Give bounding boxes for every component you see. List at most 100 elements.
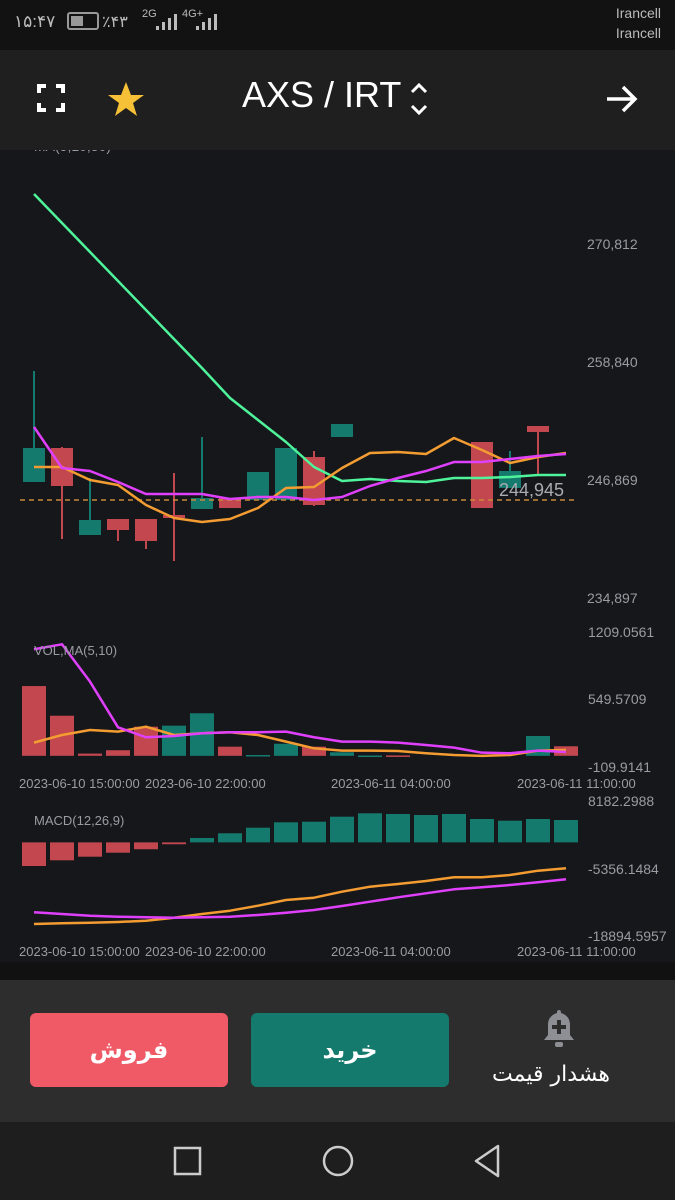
macd-tick: -18894.5957 [588, 928, 667, 944]
carrier-1: Irancell [615, 5, 661, 21]
clock: ۱۵:۴۷ [14, 12, 56, 31]
time-tick: 2023-06-10 22:00:00 [145, 776, 266, 791]
volume-ma5-line [33, 725, 567, 758]
bell-plus-icon [544, 1010, 574, 1047]
volume-bar [386, 755, 410, 757]
macd-histogram-bar [526, 819, 550, 843]
time-tick: 2023-06-11 11:00:00 [517, 944, 636, 959]
system-nav-bar [0, 1122, 675, 1200]
volume-ma10-line [33, 643, 567, 755]
volume-tick: -109.9141 [588, 759, 652, 775]
volume-bar [106, 750, 130, 756]
market-title[interactable]: AXS / IRT [242, 74, 402, 115]
macd-histogram-bar [218, 833, 242, 843]
back-icon[interactable] [470, 1142, 504, 1180]
candle-up [247, 471, 269, 500]
candle-down [163, 515, 185, 518]
volume-tick: 549.5709 [588, 691, 647, 707]
macd-histogram-bar [78, 842, 102, 857]
time-tick: 2023-06-10 15:00:00 [19, 776, 140, 791]
volume-bar [162, 725, 186, 756]
price-alert-button[interactable]: هشدار قیمت [480, 1004, 640, 1104]
battery-icon [67, 12, 99, 30]
macd-histogram-bar [442, 813, 466, 843]
arrow-right-icon[interactable] [604, 82, 640, 116]
signal-icon [196, 14, 217, 30]
trade-actions-bar: فروش خرید هشدار قیمت [0, 980, 675, 1122]
volume-bar [78, 753, 102, 756]
signal-icon [156, 14, 177, 30]
candle-up [331, 423, 353, 437]
price-tick: 270,812 [587, 236, 638, 252]
macd-histogram-bar [274, 822, 298, 843]
candle-up [499, 471, 521, 489]
kline-chart[interactable]: MA(5,10,30) 270,812 258,840 246,869 234,… [0, 138, 675, 962]
network-2g: 2G [142, 8, 157, 20]
candle-up [79, 520, 101, 535]
macd-histogram-bar [554, 820, 578, 843]
volume-indicator-label: VOL,MA(5,10) [34, 643, 118, 658]
macd-histogram-bar [330, 816, 354, 843]
price-tick: 246,869 [587, 472, 638, 488]
ma30-line [33, 193, 566, 484]
time-tick: 2023-06-10 15:00:00 [19, 944, 140, 959]
last-price-label: 244,945 [499, 480, 565, 500]
carrier-2: Irancell [615, 25, 661, 41]
candle-down [107, 519, 129, 531]
candle-down [135, 519, 157, 542]
candle-up [191, 497, 213, 509]
star-icon[interactable] [106, 80, 146, 118]
candle-down [219, 497, 241, 509]
ma5-line [34, 436, 567, 524]
macd-dea-line [33, 878, 567, 919]
price-alert-label: هشدار قیمت [492, 1062, 610, 1087]
macd-histogram-bar [386, 813, 410, 843]
macd-dif-line [33, 867, 567, 926]
candle-down [527, 425, 549, 433]
chart-canvas[interactable] [0, 150, 675, 962]
volume-bar [218, 746, 242, 756]
volume-bar [22, 686, 46, 756]
recent-apps-icon[interactable] [172, 1144, 204, 1178]
macd-histogram-bar [190, 838, 214, 843]
sell-button[interactable]: فروش [30, 1013, 228, 1087]
time-tick: 2023-06-11 11:00:00 [517, 776, 636, 791]
time-tick: 2023-06-10 22:00:00 [145, 944, 266, 959]
buy-button[interactable]: خرید [251, 1013, 449, 1087]
volume-bar [134, 726, 158, 756]
candle-down [471, 442, 493, 509]
price-tick: 258,840 [587, 354, 638, 370]
volume-bar [246, 755, 270, 757]
header: AXS / IRT [0, 50, 675, 150]
macd-histogram-bar [106, 842, 130, 853]
time-tick: 2023-06-11 04:00:00 [331, 944, 451, 959]
macd-histogram-bar [302, 821, 326, 843]
divider [0, 962, 675, 980]
macd-tick: 8182.2988 [588, 793, 655, 809]
macd-histogram-bar [414, 814, 438, 843]
status-bar: ۱۵:۴۷ ٪۴۳ 2G 4G+ Irancell Irancell [0, 0, 675, 50]
candle-up [23, 447, 45, 483]
macd-histogram-bar [246, 827, 270, 843]
macd-histogram-bar [498, 820, 522, 843]
macd-histogram-bar [134, 842, 158, 850]
battery-percent: ٪۴۳ [102, 14, 128, 31]
volume-bar [330, 752, 354, 756]
time-tick: 2023-06-11 04:00:00 [331, 776, 451, 791]
price-tick: 234,897 [587, 590, 638, 606]
volume-bar [302, 746, 326, 756]
macd-tick: -5356.1484 [588, 861, 659, 877]
macd-histogram-bar [470, 819, 494, 843]
macd-histogram-bar [358, 813, 382, 843]
swap-updown-icon[interactable] [408, 80, 430, 118]
macd-histogram-bar [50, 842, 74, 861]
macd-indicator-label: MACD(12,26,9) [34, 813, 125, 828]
fullscreen-icon[interactable] [36, 83, 66, 113]
network-4g: 4G+ [182, 8, 204, 20]
volume-bar [274, 743, 298, 756]
macd-histogram-bar [162, 842, 186, 845]
macd-histogram-bar [22, 842, 46, 867]
ma10-line [32, 426, 567, 502]
volume-tick: 1209.0561 [588, 624, 655, 640]
home-icon[interactable] [320, 1143, 356, 1179]
